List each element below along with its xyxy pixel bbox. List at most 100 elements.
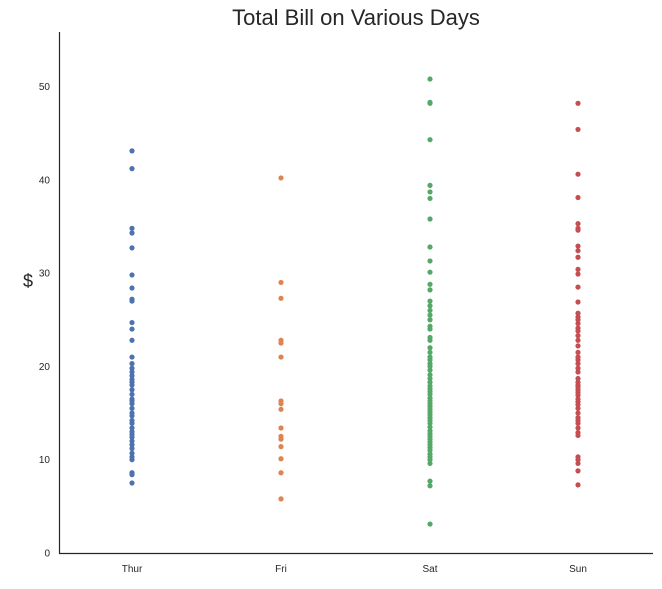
data-point — [427, 478, 433, 484]
data-point — [427, 287, 433, 293]
data-point — [575, 392, 581, 398]
data-point — [427, 424, 433, 430]
y-tick-label: 20 — [39, 362, 51, 373]
x-tick-labels: Thur Fri Sat Sun — [122, 564, 587, 575]
data-point — [427, 244, 433, 250]
data-point — [129, 420, 135, 426]
data-point — [427, 521, 433, 527]
data-point — [427, 298, 433, 304]
data-point — [129, 405, 135, 411]
data-point — [278, 425, 284, 431]
data-point — [129, 438, 135, 444]
data-point — [129, 319, 135, 326]
data-point — [427, 379, 433, 385]
data-point — [427, 303, 433, 309]
data-point — [129, 225, 135, 231]
data-point — [427, 182, 433, 188]
data-point — [278, 406, 284, 412]
data-point — [575, 460, 581, 467]
chart-title: Total Bill on Various Days — [232, 5, 480, 30]
data-point — [129, 387, 135, 393]
data-point — [278, 354, 284, 360]
data-point — [575, 402, 581, 408]
x-tick-label: Fri — [275, 564, 287, 575]
data-point — [575, 328, 581, 334]
data-point — [129, 365, 135, 371]
series-fri — [278, 175, 284, 502]
data-point — [278, 279, 284, 286]
data-point — [129, 413, 135, 419]
y-tick-label: 10 — [39, 455, 51, 466]
data-point — [575, 432, 581, 439]
data-point — [129, 148, 135, 154]
data-point — [427, 258, 433, 264]
data-point — [575, 349, 581, 356]
data-point — [575, 468, 581, 474]
data-point — [427, 357, 433, 363]
data-point — [427, 367, 433, 373]
data-point — [278, 175, 284, 181]
data-point — [427, 269, 433, 275]
data-point — [278, 436, 284, 442]
data-point — [129, 272, 135, 278]
data-point — [427, 363, 433, 369]
data-point — [575, 337, 581, 343]
data-point — [575, 254, 581, 260]
data-point — [575, 310, 581, 316]
data-point — [575, 100, 581, 106]
data-point — [129, 373, 135, 379]
data-point — [427, 76, 433, 82]
data-point — [575, 320, 581, 327]
x-tick-label: Sun — [569, 564, 587, 575]
data-point — [129, 369, 135, 375]
data-point — [575, 171, 581, 177]
data-point — [575, 420, 581, 426]
y-tick-label: 30 — [39, 269, 51, 280]
data-point — [129, 337, 135, 343]
data-point — [575, 266, 581, 272]
data-point — [278, 470, 284, 476]
data-point — [427, 483, 433, 489]
data-point — [129, 434, 135, 440]
data-point — [427, 447, 433, 453]
data-point — [575, 365, 581, 371]
data-point — [129, 354, 135, 360]
data-point — [575, 271, 581, 277]
data-point — [575, 126, 581, 133]
data-point — [278, 340, 284, 346]
data-point — [427, 100, 433, 106]
data-point — [575, 425, 581, 431]
data-point — [427, 345, 433, 351]
data-point — [278, 401, 284, 407]
data-point — [427, 326, 433, 332]
data-point — [278, 444, 284, 450]
y-tick-labels: 0 10 20 30 40 50 — [39, 82, 51, 560]
data-point — [427, 317, 433, 323]
data-point — [427, 307, 433, 314]
data-point — [575, 194, 581, 201]
series-sun — [575, 100, 581, 488]
data-point — [129, 457, 135, 463]
data-point — [129, 480, 135, 486]
data-point — [575, 227, 581, 233]
data-point — [575, 221, 581, 227]
data-point — [129, 425, 135, 431]
data-point — [575, 317, 581, 323]
data-point — [575, 248, 581, 254]
data-point — [427, 137, 433, 143]
data-point — [427, 375, 433, 382]
data-point — [427, 420, 433, 426]
y-axis-label: $ — [23, 271, 33, 291]
data-point — [129, 445, 135, 452]
data-point — [129, 230, 135, 236]
data-point — [129, 298, 135, 304]
data-point — [129, 450, 135, 456]
data-point — [129, 326, 135, 332]
data-point — [427, 189, 433, 195]
data-point — [129, 245, 135, 251]
data-point — [427, 372, 433, 378]
data-point — [129, 285, 135, 291]
x-tick-label: Sat — [422, 564, 437, 575]
data-point — [575, 457, 581, 463]
data-point — [575, 357, 581, 363]
